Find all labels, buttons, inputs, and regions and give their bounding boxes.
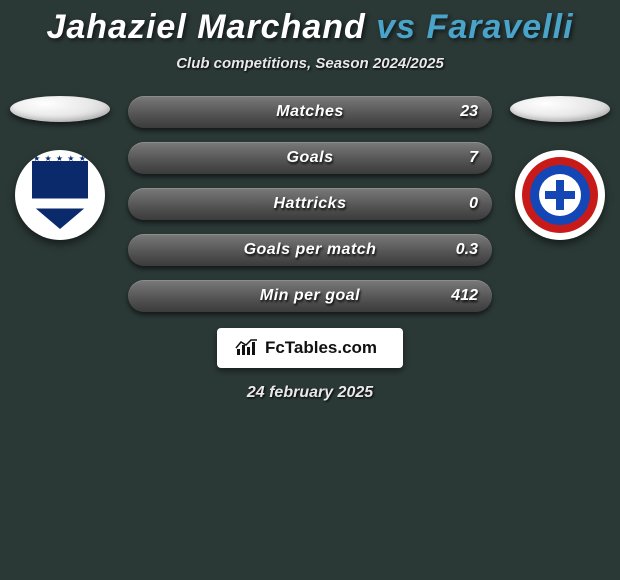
- left-side: ★ ★ ★ ★ ★: [10, 96, 110, 240]
- vs-text: vs: [376, 8, 416, 46]
- cruz-azul-cross-icon: [539, 174, 581, 216]
- stat-right-value: 0.3: [456, 241, 478, 259]
- stat-label: Goals: [128, 149, 492, 167]
- cruz-azul-outer-icon: [522, 157, 598, 233]
- stat-label: Hattricks: [128, 195, 492, 213]
- player2-name: Faravelli: [427, 8, 574, 46]
- stat-bars: Matches 23 Goals 7 Hattricks 0 Goals per…: [110, 96, 510, 312]
- stat-row: Min per goal 412: [128, 280, 492, 312]
- brand-badge: FcTables.com: [217, 328, 403, 368]
- pachuca-shield-icon: [32, 161, 88, 229]
- stat-label: Matches: [128, 103, 492, 121]
- stat-label: Min per goal: [128, 287, 492, 305]
- player1-photo-placeholder: [10, 96, 110, 122]
- stat-right-value: 412: [451, 287, 478, 305]
- bar-chart-icon: [235, 339, 259, 357]
- comparison-section: ★ ★ ★ ★ ★ Matches 23 Goals 7 Hattricks 0: [0, 102, 620, 312]
- right-side: [510, 96, 610, 240]
- stat-row: Hattricks 0: [128, 188, 492, 220]
- stat-row: Goals 7: [128, 142, 492, 174]
- h2h-infographic: Jahaziel Marchand vs Faravelli Club comp…: [0, 0, 620, 402]
- team2-crest: [515, 150, 605, 240]
- player2-photo-placeholder: [510, 96, 610, 122]
- stat-row: Matches 23: [128, 96, 492, 128]
- subtitle: Club competitions, Season 2024/2025: [176, 55, 444, 72]
- stat-right-value: 23: [460, 103, 478, 121]
- stat-right-value: 7: [469, 149, 478, 167]
- cruz-azul-mid-icon: [530, 165, 590, 225]
- stat-row: Goals per match 0.3: [128, 234, 492, 266]
- brand-text: FcTables.com: [265, 338, 377, 358]
- footer-date: 24 february 2025: [247, 384, 373, 402]
- stat-right-value: 0: [469, 195, 478, 213]
- team1-crest: ★ ★ ★ ★ ★: [15, 150, 105, 240]
- footer: FcTables.com 24 february 2025: [217, 328, 403, 402]
- player1-name: Jahaziel Marchand: [46, 8, 365, 46]
- page-title: Jahaziel Marchand vs Faravelli: [46, 8, 573, 47]
- stat-label: Goals per match: [128, 241, 492, 259]
